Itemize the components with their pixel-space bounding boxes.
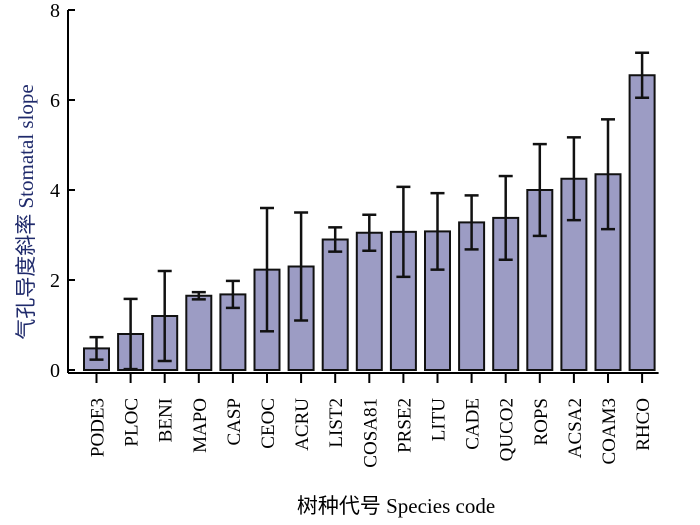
- y-tick-label-4: 4: [50, 180, 60, 202]
- y-tick-label-2: 2: [50, 270, 60, 292]
- x-tick-label-ACRU: ACRU: [292, 398, 313, 451]
- x-tick-label-COAM3: COAM3: [599, 398, 620, 465]
- bar-MAPO: [185, 294, 213, 371]
- x-tick-label-PLOC: PLOC: [122, 398, 143, 447]
- x-tick-label-LITU: LITU: [429, 398, 450, 442]
- x-axis-title: 树种代号 Species code: [297, 494, 495, 518]
- x-tick-label-LIST2: LIST2: [326, 398, 347, 448]
- bar-RHCO: [628, 74, 656, 371]
- axis-layer: 0 2 4 6 8 PODE3 PLOC BENI MAPO CASP CEOC ACRU LIST2 C…: [50, 0, 659, 468]
- y-axis-title: 气孔导度斜率 Stomatal slope: [14, 84, 38, 340]
- bar-LIST2: [321, 238, 349, 371]
- x-tick-label-CEOC: CEOC: [258, 398, 279, 449]
- bars-layer: [83, 51, 656, 371]
- bar-COSA81: [355, 231, 383, 371]
- x-tick-label-COSA81: COSA81: [360, 398, 381, 468]
- x-tick-label-PRSE2: PRSE2: [394, 398, 415, 453]
- y-tick-label-8: 8: [50, 0, 60, 22]
- x-tick-label-MAPO: MAPO: [190, 398, 211, 453]
- x-tick-label-CASP: CASP: [224, 398, 245, 446]
- x-tick-label-QUCO2: QUCO2: [497, 398, 518, 461]
- y-tick-label-0: 0: [50, 360, 60, 382]
- x-tick-label-PODE3: PODE3: [88, 398, 109, 457]
- x-tick-label-ROPS: ROPS: [531, 398, 552, 446]
- x-tick-label-ACSA2: ACSA2: [565, 398, 586, 458]
- x-tick-label-RHCO: RHCO: [633, 398, 654, 451]
- x-tick-label-CADE: CADE: [463, 398, 484, 450]
- x-tick-label-BENI: BENI: [156, 398, 177, 442]
- y-tick-label-6: 6: [50, 90, 60, 112]
